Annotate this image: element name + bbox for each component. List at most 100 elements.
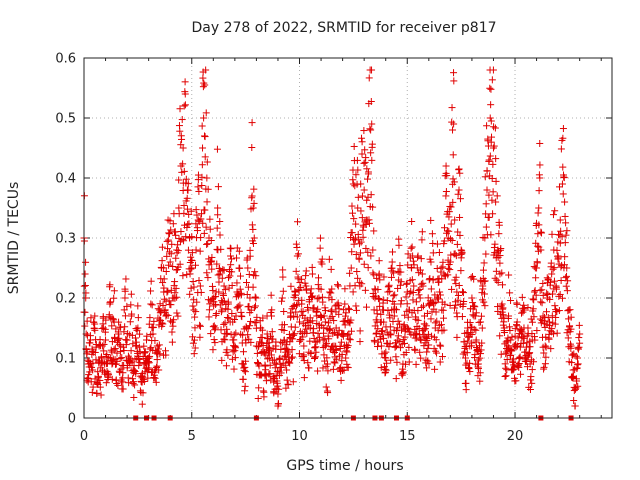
data-point: [291, 323, 299, 331]
data-point: [560, 174, 568, 182]
data-point: [293, 243, 301, 251]
data-point: [567, 313, 575, 321]
data-point: [82, 258, 90, 266]
data-point: [332, 346, 340, 354]
data-point: [127, 290, 135, 298]
data-point: [246, 294, 254, 302]
data-point: [196, 322, 204, 330]
y-tick-label: 0.6: [55, 52, 76, 67]
data-point: [493, 192, 501, 200]
data-point: [196, 282, 204, 290]
data-point: [508, 333, 516, 341]
data-point: [248, 119, 256, 127]
data-point: [289, 335, 297, 343]
data-point: [444, 256, 452, 264]
data-point: [497, 350, 505, 358]
data-point: [490, 142, 498, 150]
data-point: [219, 266, 227, 274]
y-tick-label: 0.3: [55, 232, 76, 247]
data-point: [174, 247, 182, 255]
data-point: [502, 364, 510, 372]
data-point: [172, 254, 180, 262]
data-point: [385, 281, 393, 289]
data-point: [359, 233, 367, 241]
data-point: [410, 282, 418, 290]
data-point: [477, 312, 485, 320]
data-point: [457, 267, 465, 275]
data-point: [372, 316, 380, 324]
data-point: [464, 333, 472, 341]
data-point: [188, 233, 196, 241]
data-point: [487, 85, 495, 93]
data-point: [563, 227, 571, 235]
data-point: [523, 357, 531, 365]
data-point: [341, 321, 349, 329]
data-point: [562, 282, 570, 290]
data-point: [549, 265, 557, 273]
data-point: [285, 330, 293, 338]
data-point: [389, 248, 397, 256]
y-tick-label: 0.5: [55, 112, 76, 127]
data-point: [167, 286, 175, 294]
data-point: [127, 301, 135, 309]
data-point: [254, 343, 262, 351]
data-point: [200, 114, 208, 122]
data-point: [417, 336, 425, 344]
data-point: [481, 290, 489, 298]
data-point: [357, 180, 365, 188]
data-point: [91, 348, 99, 356]
data-point: [258, 333, 266, 341]
data-point: [220, 320, 228, 328]
data-point: [320, 351, 328, 359]
data-point: [456, 213, 464, 221]
data-point: [501, 372, 509, 380]
data-point: [399, 368, 407, 376]
data-point: [518, 328, 526, 336]
data-point: [213, 145, 221, 153]
data-point: [491, 124, 499, 132]
data-point: [280, 336, 288, 344]
data-point: [401, 311, 409, 319]
data-point: [198, 181, 206, 189]
data-point: [274, 390, 282, 398]
data-point: [497, 245, 505, 253]
data-point: [251, 293, 259, 301]
data-point: [83, 317, 91, 325]
data-point: [423, 364, 431, 372]
data-point: [425, 359, 433, 367]
data-point: [391, 291, 399, 299]
data-point: [363, 165, 371, 173]
data-point: [162, 351, 170, 359]
data-point: [462, 379, 470, 387]
data-point: [554, 254, 562, 262]
data-point: [393, 324, 401, 332]
data-point: [252, 318, 260, 326]
data-point: [442, 188, 450, 196]
data-point: [325, 326, 333, 334]
data-point: [120, 328, 128, 336]
data-point: [293, 300, 301, 308]
data-point: [246, 252, 254, 260]
data-point: [202, 223, 210, 231]
data-point: [440, 314, 448, 322]
data-point: [395, 235, 403, 243]
data-point: [241, 387, 249, 395]
data-point: [308, 270, 316, 278]
data-point: [525, 350, 533, 358]
data-point: [266, 370, 274, 378]
data-point: [214, 183, 222, 191]
data-point: [513, 322, 521, 330]
data-point: [180, 102, 188, 110]
data-point: [108, 322, 116, 330]
data-point: [518, 293, 526, 301]
data-point: [168, 240, 176, 248]
data-point: [316, 234, 324, 242]
data-point: [100, 340, 108, 348]
data-point: [188, 249, 196, 257]
data-point: [223, 346, 231, 354]
data-point: [563, 272, 571, 280]
data-point: [313, 295, 321, 303]
data-point: [483, 122, 491, 130]
data-point: [337, 338, 345, 346]
data-point: [267, 351, 275, 359]
